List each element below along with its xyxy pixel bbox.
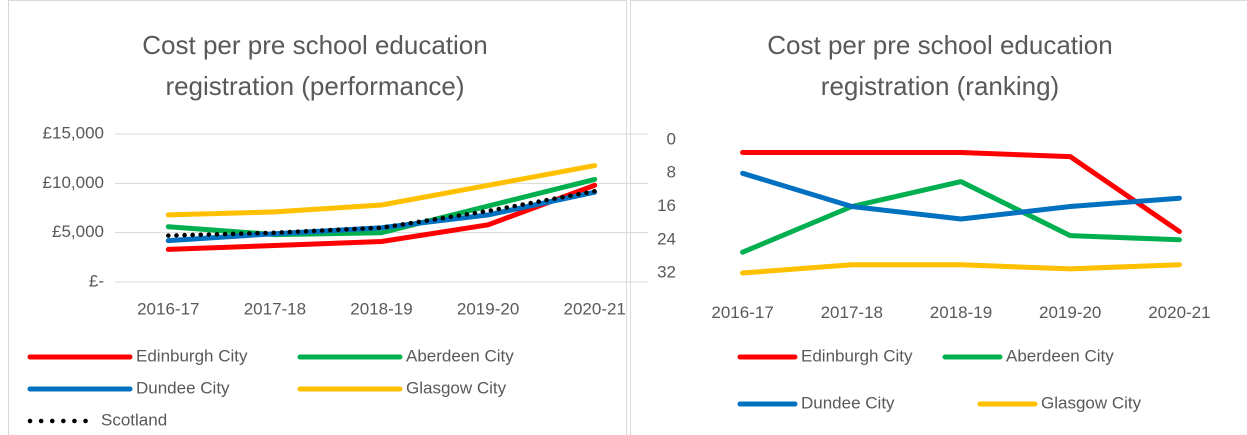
series-line (165, 189, 598, 244)
chart-title: Cost per pre school education (142, 30, 487, 60)
x-tick-label: 2020-21 (1148, 303, 1210, 322)
y-tick-label: 0 (667, 129, 676, 148)
chart-title: registration (ranking) (821, 71, 1059, 101)
x-tick-label: 2018-19 (350, 299, 412, 318)
chart-title: Cost per pre school education (767, 30, 1112, 60)
series-line (166, 188, 597, 238)
y-tick-label: £- (89, 271, 104, 290)
series-line (740, 150, 1182, 234)
y-tick-label: £5,000 (52, 222, 104, 241)
legend-label: Dundee City (801, 393, 895, 412)
series-line (165, 182, 598, 252)
legend-label: Glasgow City (406, 378, 507, 397)
legend-label: Glasgow City (1041, 393, 1142, 412)
x-tick-label: 2016-17 (711, 303, 773, 322)
series-line (165, 176, 598, 238)
x-tick-label: 2017-18 (821, 303, 883, 322)
x-tick-label: 2017-18 (244, 299, 306, 318)
y-tick-label: £10,000 (43, 173, 104, 192)
y-tick-label: £15,000 (43, 123, 104, 142)
chart-title: registration (performance) (165, 71, 464, 101)
y-tick-label: 24 (657, 229, 676, 248)
y-tick-label: 16 (657, 196, 676, 215)
chart-frame (8, 0, 627, 435)
legend-label: Scotland (101, 410, 167, 429)
legend-label: Edinburgh City (136, 346, 248, 365)
chart-frame (630, 0, 1247, 435)
x-tick-label: 2016-17 (137, 299, 199, 318)
y-tick-label: 8 (667, 163, 676, 182)
series-line (740, 170, 1182, 222)
series-line (740, 179, 1182, 255)
legend-label: Edinburgh City (801, 346, 913, 365)
x-tick-label: 2019-20 (1039, 303, 1101, 322)
x-tick-label: 2018-19 (930, 303, 992, 322)
legend-label: Aberdeen City (406, 346, 514, 365)
legend-label: Dundee City (136, 378, 230, 397)
series-line (740, 262, 1182, 276)
legend-label: Aberdeen City (1006, 346, 1114, 365)
y-tick-label: 32 (657, 263, 676, 282)
x-tick-label: 2019-20 (457, 299, 519, 318)
series-line (165, 163, 598, 218)
x-tick-label: 2020-21 (564, 299, 626, 318)
